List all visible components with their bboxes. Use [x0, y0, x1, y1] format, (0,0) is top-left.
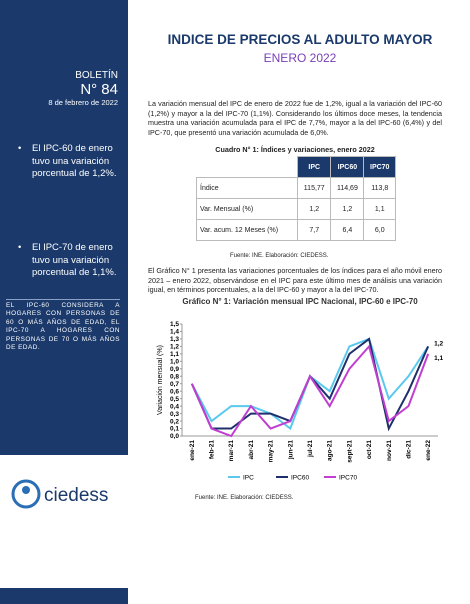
x-tick-label: feb-21: [209, 440, 216, 460]
bulletin-date: 8 de febrero de 2022: [48, 98, 118, 107]
chart-title: Gráfico N° 1: Variación mensual IPC Naci…: [182, 297, 418, 306]
x-tick-label: abr-21: [248, 440, 255, 460]
series-line: [190, 337, 430, 432]
chart: Gráfico N° 1: Variación mensual IPC Naci…: [157, 297, 444, 481]
table-caption: Cuadro N° 1: Índices y variaciones, ener…: [215, 145, 375, 154]
x-tick-label: jul-21: [307, 440, 314, 458]
x-tick-label: dic-21: [405, 440, 412, 459]
cell: 1,1: [363, 198, 396, 220]
title: INDICE DE PRECIOS AL ADULTO MAYOR: [167, 32, 433, 47]
x-tick-label: ene-22: [425, 440, 432, 461]
y-tick-label: 1,2: [170, 344, 179, 351]
logo-text: ciedess: [44, 485, 108, 506]
y-tick-label: 0,9: [170, 366, 179, 373]
y-tick-label: 0,2: [170, 418, 179, 425]
y-tick-label: 0,3: [170, 411, 179, 418]
x-tick-label: jun-21: [287, 440, 294, 461]
y-tick-label: 1,5: [170, 321, 179, 328]
series-line: [190, 337, 429, 431]
value-label: 1,2: [434, 340, 443, 347]
highlight: El IPC-60 de enero tuvo una variación po…: [18, 143, 120, 181]
cell: 1,2: [297, 198, 332, 220]
bulletin-number: N° 84: [80, 81, 118, 98]
legend-label: IPC60: [291, 474, 309, 481]
column-header: IPC60: [330, 156, 365, 178]
row-label: Var. Mensual (%): [195, 198, 299, 220]
x-tick-label: ene-21: [189, 440, 196, 461]
cell: 6,0: [363, 219, 396, 241]
table-row: Índice 115,77 114,69 113,8: [195, 177, 396, 199]
y-tick-label: 0,4: [170, 403, 179, 410]
row-label: Índice: [195, 177, 299, 199]
chart-source: Fuente: INE. Elaboración: CIEDESS.: [195, 495, 294, 501]
x-tick-label: sept-21: [346, 440, 353, 463]
value-label: 1,1: [434, 355, 443, 362]
x-tick-label: may-21: [268, 440, 275, 463]
y-tick-label: 0,1: [170, 426, 179, 433]
highlight: El IPC-70 de enero tuvo una variación po…: [18, 242, 120, 280]
series-line: [190, 344, 430, 438]
logo-icon: [22, 486, 30, 494]
cell: 114,69: [330, 177, 365, 199]
y-tick-label: 1,0: [170, 359, 179, 366]
note: EL IPC-60 CONSIDERA A HOGARES CON PERSON…: [6, 299, 120, 352]
cell: 115,77: [297, 177, 332, 199]
y-tick-label: 1,3: [170, 336, 179, 343]
x-tick-label: mar-21: [228, 440, 235, 462]
subtitle: ENERO 2022: [263, 51, 337, 65]
table-header: IPC IPC60 IPC70: [195, 156, 396, 178]
cell: 7,7: [297, 219, 332, 241]
table-source: Fuente: INE. Elaboración: CIEDESS.: [230, 253, 329, 259]
cell: 1,2: [330, 198, 365, 220]
table-corner: [195, 156, 299, 178]
table-row: Var. Mensual (%) 1,2 1,2 1,1: [195, 198, 396, 220]
logo-icon: [11, 479, 41, 509]
table: IPC IPC60 IPC70 Índice 115,77 114,69 113…: [195, 156, 396, 241]
y-tick-label: 0,7: [170, 381, 179, 388]
y-tick-label: 0,8: [170, 373, 179, 380]
bulletin-label: BOLETÍN: [75, 70, 118, 81]
legend-label: IPC70: [339, 474, 357, 481]
sidebar-footer: [0, 588, 128, 604]
x-tick-label: nov-21: [386, 440, 393, 461]
cell: 113,8: [363, 177, 396, 199]
x-tick-label: oct-21: [366, 440, 373, 460]
sidebar: [0, 0, 128, 455]
y-axis-label: Variación mensual (%): [157, 345, 164, 415]
y-tick-label: 0,6: [170, 388, 179, 395]
row-label: Var. acum. 12 Meses (%): [195, 219, 299, 241]
logo: ciedess: [11, 479, 108, 509]
paragraph: El Gráfico N° 1 presenta las variaciones…: [148, 266, 442, 295]
y-tick-label: 1,1: [170, 351, 179, 358]
legend-label: IPC: [243, 474, 254, 481]
y-tick-label: 0,0: [170, 433, 179, 440]
paragraph: La variación mensual del IPC de enero de…: [148, 99, 442, 137]
x-tick-label: ago-21: [327, 440, 334, 461]
column-header: IPC: [297, 156, 332, 178]
cell: 6,4: [330, 219, 365, 241]
y-tick-label: 1,4: [170, 329, 179, 336]
table-row: Var. acum. 12 Meses (%) 7,7 6,4 6,0: [195, 219, 396, 241]
column-header: IPC70: [363, 156, 396, 178]
y-tick-label: 0,5: [170, 396, 179, 403]
